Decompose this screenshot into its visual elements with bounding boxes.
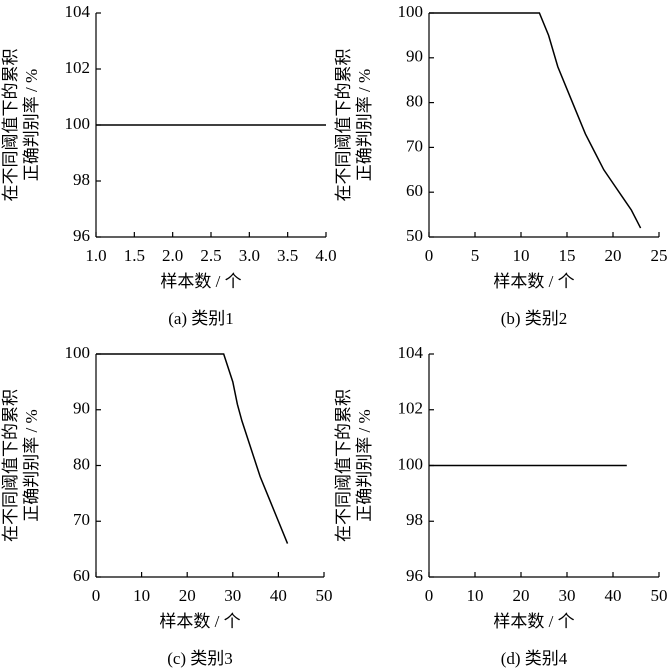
subplot: 0 5 10 15 20 25 50 60 70 80 90 100 样本数 / 个 (b) 类别2 在不同… (334, 2, 668, 328)
y-tick-label: 96 (406, 566, 423, 585)
subplot: 0 10 20 30 40 50 96 98 100 102 104 样本数 / 个 (d) 类别4 在不… (334, 343, 668, 668)
x-tick-label: 1.0 (85, 246, 106, 265)
y-axis-label: 正确判别率 / % (355, 409, 374, 521)
y-axis-label: 正确判别率 / % (22, 69, 41, 181)
x-tick-label: 0 (425, 586, 434, 605)
y-tick-label: 100 (398, 2, 424, 21)
x-tick-label: 2.5 (200, 246, 221, 265)
y-tick-label: 100 (398, 454, 424, 473)
data-line (429, 12, 642, 229)
x-tick-label: 50 (316, 586, 333, 605)
y-axis-label: 在不同阈值下的累积 (1, 389, 20, 542)
x-tick-label: 50 (651, 586, 668, 605)
subplot: 1.0 1.5 2.0 2.5 3.0 3.5 4.0 96 98 100 102 104 样本数 / … (1, 2, 337, 328)
x-tick-label: 20 (605, 246, 622, 265)
x-tick-label: 40 (270, 586, 287, 605)
y-tick-label: 70 (406, 136, 423, 155)
y-axis-label: 在不同阈值下的累积 (334, 389, 353, 542)
y-axis-label: 正确判别率 / % (355, 69, 374, 181)
y-tick-label: 70 (73, 510, 90, 529)
x-tick-label: 5 (471, 246, 480, 265)
x-tick-label: 30 (224, 586, 241, 605)
y-tick-label: 104 (398, 343, 424, 362)
x-tick-label: 20 (179, 586, 196, 605)
x-tick-label: 0 (425, 246, 434, 265)
x-axis-label: 样本数 / 个 (159, 612, 240, 631)
y-tick-label: 60 (73, 566, 90, 585)
y-tick-label: 98 (406, 510, 423, 529)
data-line (96, 353, 289, 544)
x-tick-label: 15 (559, 246, 576, 265)
subplot: 0 10 20 30 40 50 60 70 80 90 100 样本数 / 个 (c) 类别3 在不同阈… (1, 343, 333, 668)
x-tick-label: 10 (513, 246, 530, 265)
y-tick-label: 104 (65, 2, 91, 21)
y-tick-label: 102 (398, 399, 424, 418)
x-tick-label: 10 (467, 586, 484, 605)
y-tick-label: 90 (73, 399, 90, 418)
y-tick-label: 80 (406, 92, 423, 111)
y-tick-label: 90 (406, 47, 423, 66)
caption: (a) 类别1 (168, 309, 234, 328)
y-tick-label: 50 (406, 226, 423, 245)
y-tick-label: 60 (406, 181, 423, 200)
y-axis-label: 在不同阈值下的累积 (1, 49, 20, 202)
y-tick-label: 80 (73, 454, 90, 473)
x-tick-label: 0 (92, 586, 101, 605)
y-tick-label: 98 (73, 170, 90, 189)
x-tick-label: 20 (513, 586, 530, 605)
x-tick-label: 40 (605, 586, 622, 605)
x-tick-label: 1.5 (124, 246, 145, 265)
x-tick-label: 2.0 (162, 246, 183, 265)
caption: (d) 类别4 (501, 649, 568, 668)
x-tick-label: 30 (559, 586, 576, 605)
x-tick-label: 10 (133, 586, 150, 605)
x-tick-label: 4.0 (315, 246, 336, 265)
caption: (c) 类别3 (167, 649, 233, 668)
x-tick-label: 3.0 (239, 246, 260, 265)
y-tick-label: 100 (65, 343, 91, 362)
y-axis-label: 正确判别率 / % (22, 409, 41, 521)
y-tick-label: 100 (65, 114, 91, 133)
y-tick-label: 96 (73, 226, 90, 245)
x-axis-label: 样本数 / 个 (493, 272, 574, 291)
x-tick-label: 3.5 (277, 246, 298, 265)
caption: (b) 类别2 (501, 309, 568, 328)
y-tick-label: 102 (65, 58, 91, 77)
y-axis-label: 在不同阈值下的累积 (334, 49, 353, 202)
x-axis-label: 样本数 / 个 (160, 272, 241, 291)
x-axis-label: 样本数 / 个 (493, 612, 574, 631)
x-tick-label: 25 (651, 246, 668, 265)
